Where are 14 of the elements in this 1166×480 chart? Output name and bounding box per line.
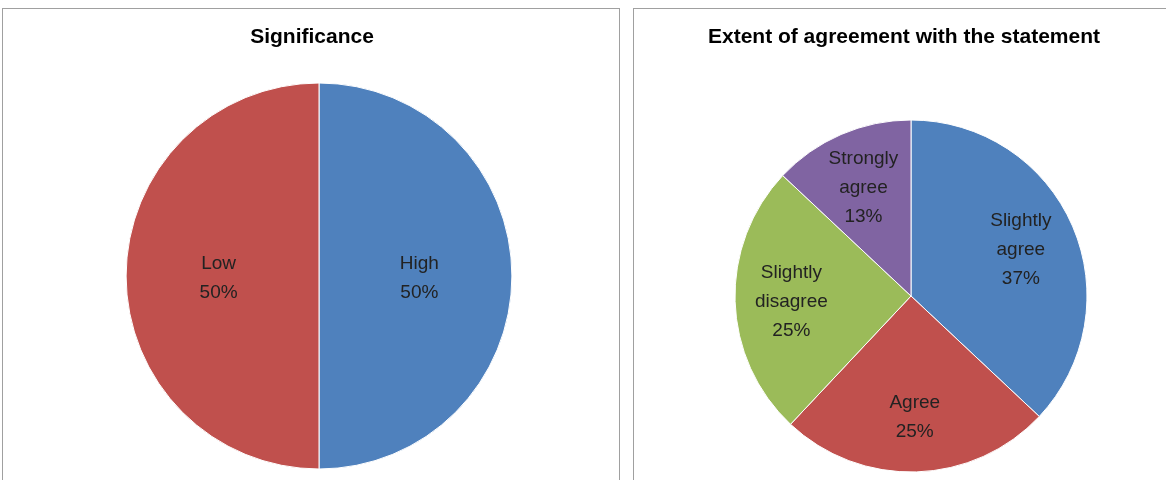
data-label: 25% [772, 318, 811, 340]
slice-label: Slightly disagree [754, 260, 828, 311]
data-label: 50% [400, 280, 439, 301]
slice-label: Agree [889, 390, 941, 412]
data-label: 50% [199, 280, 238, 301]
data-label: 37% [1001, 266, 1040, 288]
data-label: 25% [895, 419, 934, 441]
slice-label: High [399, 251, 439, 272]
slice-label: Strongly agree [828, 146, 899, 197]
data-label: 13% [844, 204, 883, 226]
chart-title: Extent of agreement with the statement [706, 23, 1102, 49]
slice-label: Slightly agree [990, 208, 1052, 259]
chart-title: Significance [249, 23, 375, 49]
slice-label: Low [201, 251, 237, 272]
